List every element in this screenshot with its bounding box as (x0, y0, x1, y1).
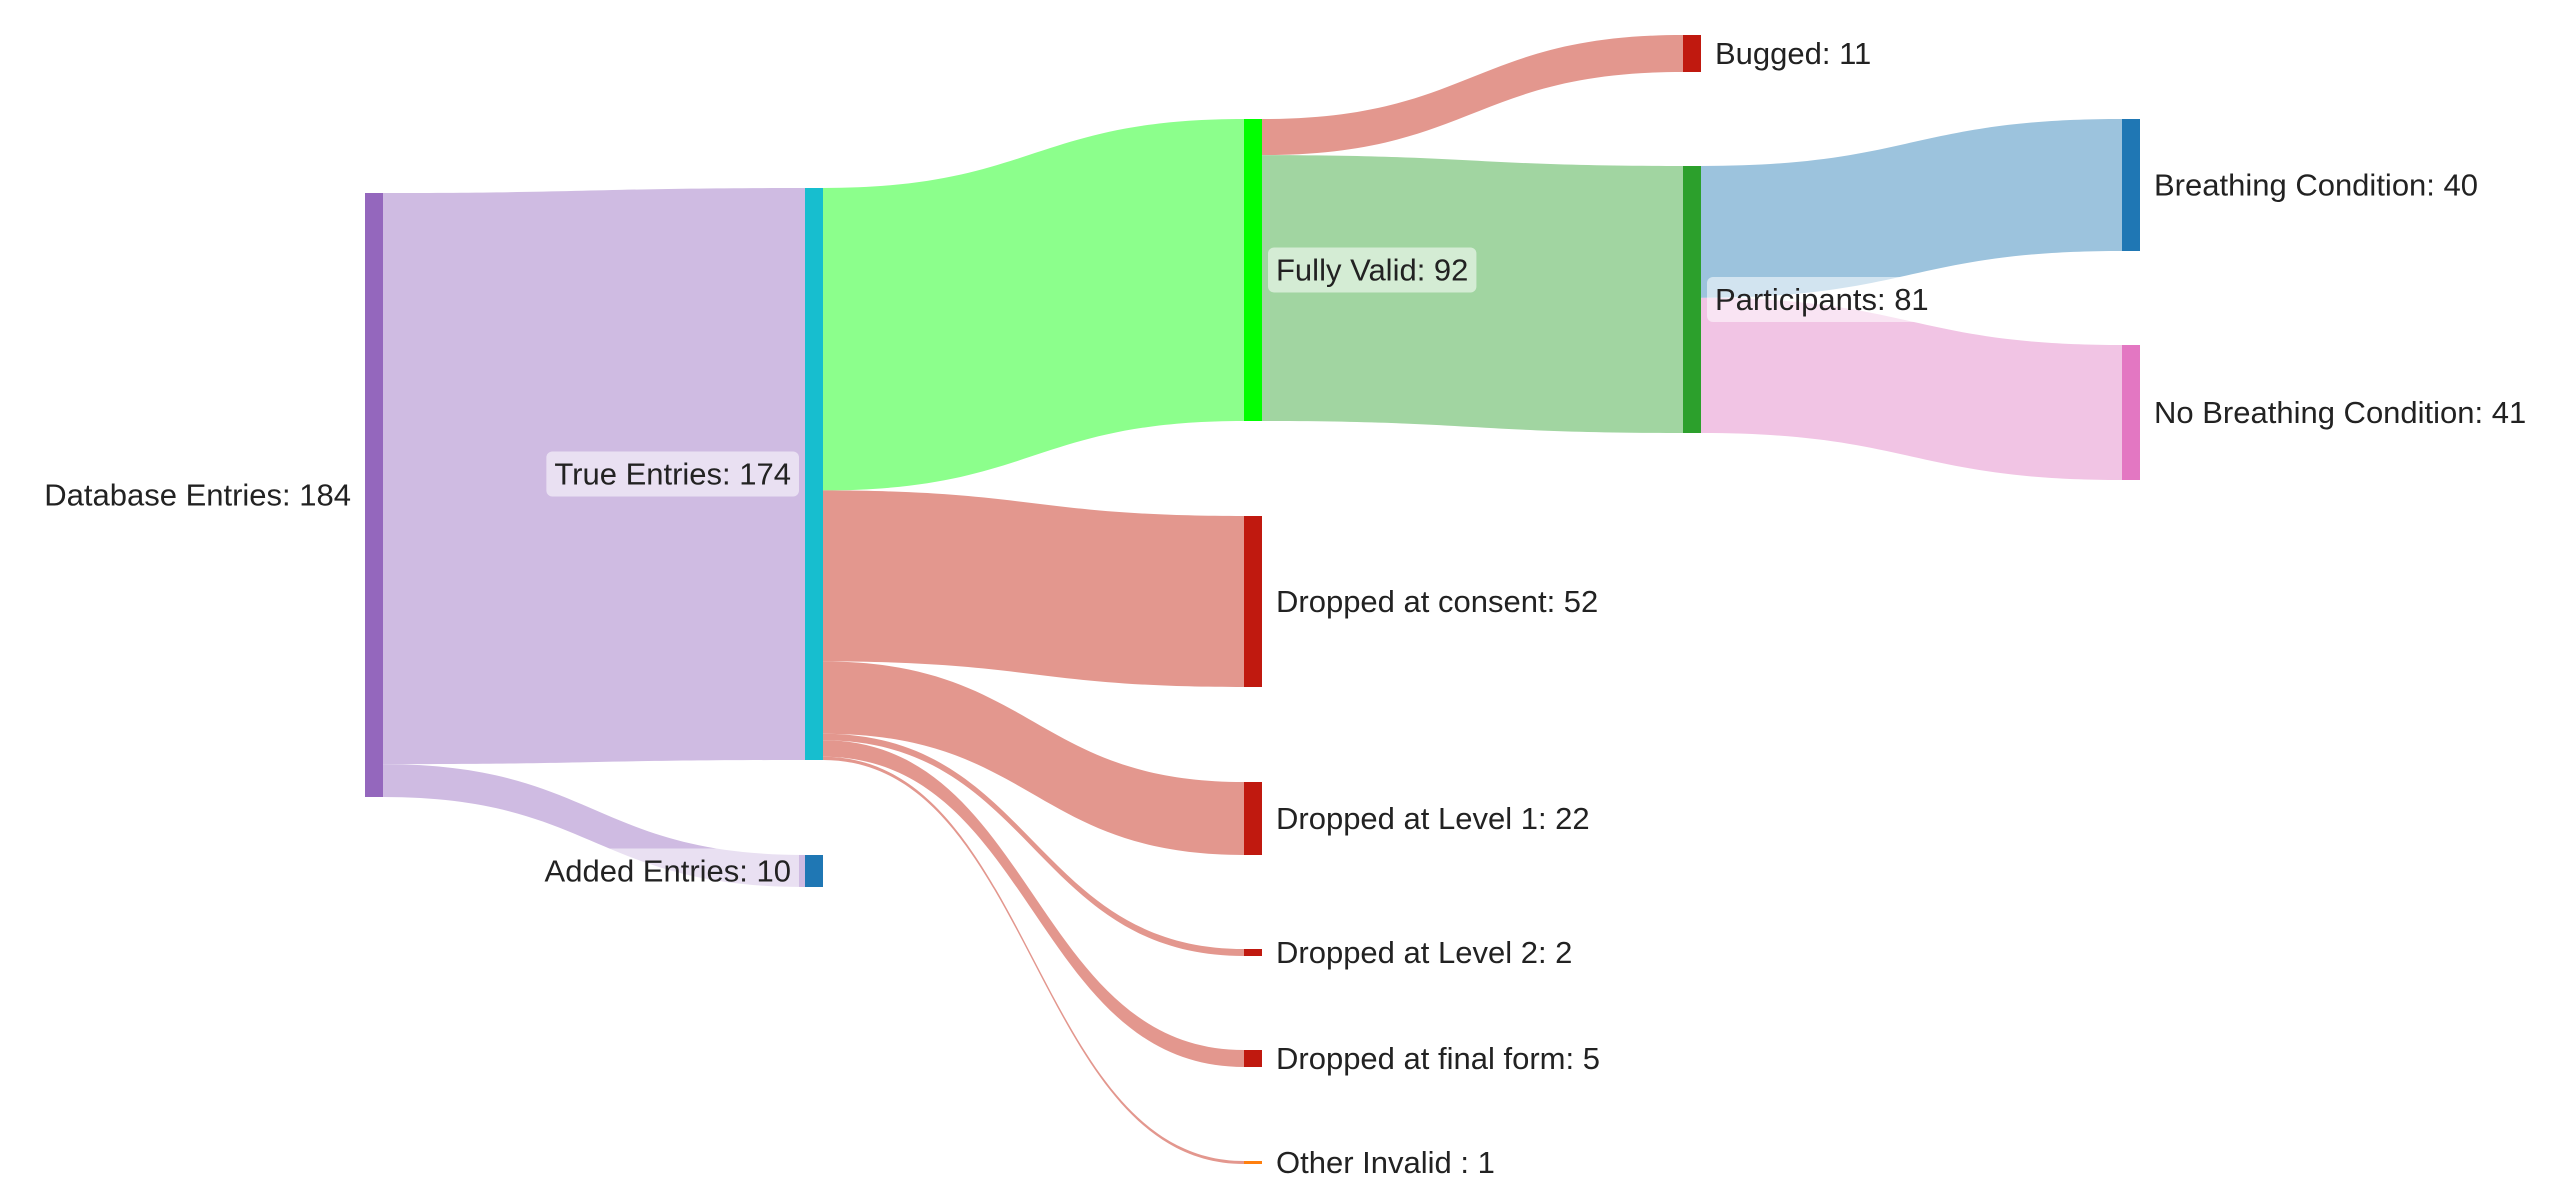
node-label-true: True Entries: 174 (554, 457, 791, 492)
node-label-bg-valid (1268, 247, 1477, 293)
node-label-group-nobreathing: No Breathing Condition: 41 (2154, 395, 2526, 430)
link-true-to-final (823, 740, 1244, 1067)
node-bugged (1683, 35, 1701, 72)
nodes-layer (365, 35, 2140, 1164)
link-true-to-valid (823, 119, 1244, 491)
node-label-group-participants: Participants: 81 (1707, 277, 1937, 322)
node-label-group-other: Other Invalid : 1 (1276, 1145, 1495, 1180)
node-label-group-consent: Dropped at consent: 52 (1276, 584, 1598, 619)
link-true-to-consent (823, 490, 1244, 687)
link-true-to-level2 (823, 733, 1244, 956)
node-label-group-added: Added Entries: 10 (536, 848, 799, 894)
node-label-bg-added (536, 848, 799, 894)
node-level2 (1244, 949, 1262, 956)
node-participants (1683, 166, 1701, 433)
node-final (1244, 1050, 1262, 1067)
node-label-level2: Dropped at Level 2: 2 (1276, 935, 1572, 970)
node-label-level1: Dropped at Level 1: 22 (1276, 801, 1590, 836)
node-breathing (2122, 119, 2140, 251)
node-label-bugged: Bugged: 11 (1715, 36, 1871, 71)
node-label-participants: Participants: 81 (1715, 282, 1929, 317)
node-nobreathing (2122, 345, 2140, 480)
node-label-final: Dropped at final form: 5 (1276, 1041, 1600, 1076)
node-added (805, 855, 823, 887)
node-label-group-level2: Dropped at Level 2: 2 (1276, 935, 1572, 970)
link-valid-to-bugged (1262, 35, 1683, 156)
link-true-to-other (823, 756, 1244, 1164)
node-label-added: Added Entries: 10 (545, 854, 791, 889)
node-label-nobreathing: No Breathing Condition: 41 (2154, 395, 2526, 430)
node-consent (1244, 516, 1262, 687)
links-layer (383, 35, 2122, 1164)
node-label-group-true: True Entries: 174 (546, 451, 799, 497)
node-level1 (1244, 782, 1262, 855)
link-participants-to-breathing (1701, 119, 2122, 298)
node-label-database: Database Entries: 184 (44, 478, 351, 513)
node-label-group-bugged: Bugged: 11 (1715, 36, 1871, 71)
node-label-valid: Fully Valid: 92 (1276, 253, 1468, 288)
link-valid-to-participants (1262, 155, 1683, 433)
node-true (805, 188, 823, 760)
node-label-group-level1: Dropped at Level 1: 22 (1276, 801, 1590, 836)
node-label-group-database: Database Entries: 184 (44, 478, 351, 513)
node-label-group-final: Dropped at final form: 5 (1276, 1041, 1600, 1076)
node-label-consent: Dropped at consent: 52 (1276, 584, 1598, 619)
node-other (1244, 1161, 1262, 1164)
labels-layer: Database Entries: 184 True Entries: 174 Ad… (44, 36, 2526, 1180)
link-participants-to-nobreathing (1701, 297, 2122, 480)
node-database (365, 193, 383, 797)
link-true-to-level1 (823, 661, 1244, 855)
node-label-bg-true (546, 451, 799, 497)
node-label-breathing: Breathing Condition: 40 (2154, 168, 2478, 203)
node-label-bg-participants (1707, 277, 1937, 322)
node-valid (1244, 119, 1262, 421)
node-label-group-breathing: Breathing Condition: 40 (2154, 168, 2478, 203)
node-label-other: Other Invalid : 1 (1276, 1145, 1495, 1180)
node-label-group-valid: Fully Valid: 92 (1268, 247, 1477, 293)
